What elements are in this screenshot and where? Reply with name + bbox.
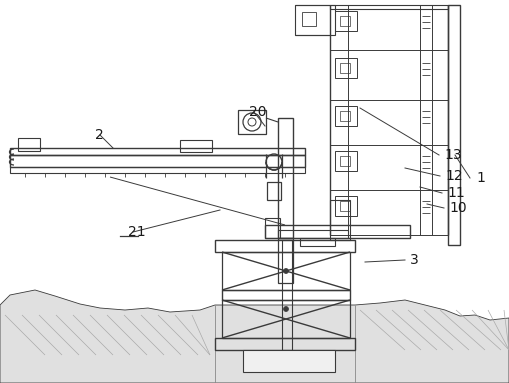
Bar (340, 16, 350, 26)
Bar (302, 12, 316, 26)
Bar (335, 151, 357, 171)
Bar (295, 5, 335, 35)
Text: 20: 20 (249, 105, 267, 119)
Bar (265, 225, 410, 238)
Bar (278, 238, 293, 283)
Text: 11: 11 (447, 186, 465, 200)
Bar (278, 230, 348, 238)
Bar (10, 167, 305, 173)
Bar (278, 118, 293, 238)
Bar (243, 350, 335, 372)
Bar (340, 111, 350, 121)
Circle shape (284, 306, 289, 311)
Bar (238, 110, 266, 134)
Bar (335, 58, 357, 78)
Bar (340, 201, 350, 211)
Bar (222, 290, 350, 300)
Bar (335, 196, 357, 216)
Bar (10, 148, 305, 155)
Bar (340, 63, 350, 73)
Bar (222, 252, 350, 290)
Bar (448, 5, 460, 245)
Bar (10, 155, 305, 167)
Circle shape (284, 268, 289, 273)
Bar (335, 11, 357, 31)
Bar (215, 338, 355, 350)
Polygon shape (0, 290, 509, 383)
Bar (265, 218, 280, 238)
Text: 13: 13 (444, 148, 462, 162)
Bar (18, 138, 40, 151)
Bar (267, 182, 281, 200)
Text: 2: 2 (95, 128, 104, 142)
Text: 10: 10 (449, 201, 467, 215)
Bar (282, 240, 292, 350)
Text: 12: 12 (445, 169, 463, 183)
Bar (330, 5, 448, 9)
Bar (330, 200, 350, 240)
Bar (335, 106, 357, 126)
Text: 3: 3 (410, 253, 419, 267)
Bar (222, 300, 350, 338)
Bar (300, 238, 335, 246)
Text: 1: 1 (476, 171, 485, 185)
Bar (215, 240, 355, 252)
Bar (340, 156, 350, 166)
Bar (180, 140, 212, 152)
Text: 21: 21 (128, 225, 146, 239)
